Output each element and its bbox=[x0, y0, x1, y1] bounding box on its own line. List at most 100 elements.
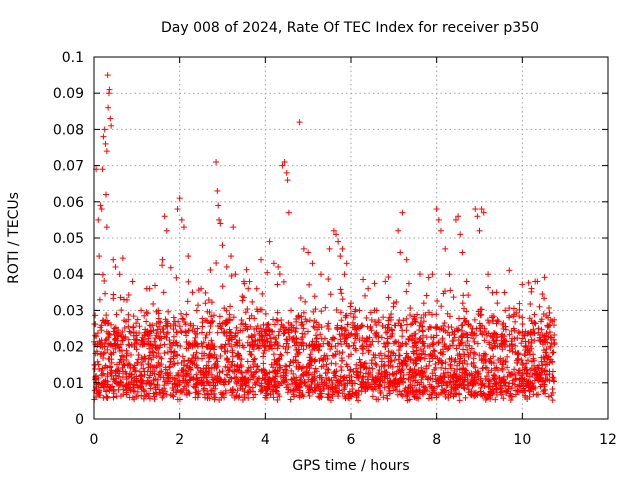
data-point bbox=[300, 346, 307, 353]
y-axis-label: ROTI / TECUs bbox=[6, 192, 22, 284]
data-point bbox=[170, 314, 177, 321]
data-point bbox=[460, 378, 467, 385]
data-point bbox=[450, 393, 457, 400]
data-point bbox=[108, 370, 115, 377]
data-point bbox=[428, 391, 435, 398]
data-point bbox=[215, 322, 222, 329]
data-point bbox=[426, 391, 433, 398]
data-point bbox=[543, 346, 550, 353]
data-point bbox=[485, 369, 492, 376]
data-point bbox=[366, 364, 373, 371]
data-point bbox=[548, 392, 555, 399]
data-point bbox=[362, 386, 369, 393]
data-point bbox=[231, 374, 238, 381]
data-point bbox=[547, 356, 554, 363]
data-point bbox=[381, 379, 388, 386]
data-point bbox=[416, 351, 423, 358]
data-point bbox=[277, 351, 284, 358]
data-point bbox=[133, 320, 140, 327]
data-point bbox=[435, 339, 442, 346]
data-point bbox=[346, 388, 353, 395]
data-point bbox=[447, 361, 454, 368]
data-point bbox=[229, 368, 236, 375]
data-point bbox=[490, 388, 497, 395]
data-point bbox=[438, 379, 445, 386]
data-point bbox=[413, 344, 420, 351]
data-point bbox=[170, 393, 177, 400]
data-point bbox=[382, 343, 389, 350]
data-point bbox=[245, 364, 252, 371]
data-point bbox=[475, 370, 482, 377]
data-point bbox=[399, 333, 406, 340]
data-point bbox=[375, 333, 382, 340]
data-point bbox=[375, 370, 382, 377]
data-point bbox=[322, 370, 329, 377]
data-point bbox=[96, 366, 103, 373]
y-tick-label: 0.03 bbox=[53, 303, 84, 319]
data-point bbox=[297, 377, 304, 384]
data-point bbox=[435, 340, 442, 347]
data-point bbox=[338, 367, 345, 374]
data-point bbox=[180, 385, 187, 392]
data-point bbox=[457, 355, 464, 362]
data-point bbox=[217, 323, 224, 330]
data-point bbox=[403, 362, 410, 369]
data-point bbox=[418, 374, 425, 381]
data-point bbox=[341, 386, 348, 393]
data-point bbox=[356, 356, 363, 363]
data-point bbox=[478, 356, 485, 363]
data-point bbox=[111, 325, 118, 332]
data-point bbox=[489, 318, 496, 325]
data-point bbox=[444, 346, 451, 353]
data-point bbox=[323, 352, 330, 359]
data-point bbox=[193, 307, 200, 314]
data-point bbox=[403, 350, 410, 357]
data-point bbox=[483, 395, 490, 402]
data-point bbox=[472, 350, 479, 357]
data-point bbox=[505, 383, 512, 390]
data-point bbox=[229, 358, 236, 365]
data-point bbox=[265, 321, 272, 328]
data-point bbox=[288, 367, 295, 374]
data-point bbox=[348, 351, 355, 358]
data-point bbox=[479, 381, 486, 388]
data-point bbox=[233, 380, 240, 387]
data-point bbox=[425, 395, 432, 402]
data-point bbox=[488, 344, 495, 351]
data-point bbox=[460, 346, 467, 353]
data-point bbox=[343, 327, 350, 334]
data-point bbox=[447, 378, 454, 385]
data-point bbox=[103, 388, 110, 395]
data-point bbox=[143, 318, 150, 325]
data-point bbox=[136, 368, 143, 375]
data-point bbox=[324, 355, 331, 362]
data-point bbox=[97, 351, 104, 358]
data-point bbox=[378, 355, 385, 362]
data-point bbox=[203, 362, 210, 369]
data-point bbox=[301, 378, 308, 385]
data-point bbox=[133, 346, 140, 353]
data-point bbox=[507, 397, 514, 404]
data-point bbox=[416, 336, 423, 343]
data-point bbox=[168, 349, 175, 356]
data-point bbox=[338, 357, 345, 364]
data-point bbox=[494, 317, 501, 324]
data-point bbox=[434, 383, 441, 390]
data-point bbox=[493, 386, 500, 393]
x-tick-label: 12 bbox=[599, 432, 617, 448]
data-point bbox=[468, 345, 475, 352]
data-point bbox=[535, 365, 542, 372]
data-point bbox=[321, 385, 328, 392]
data-point bbox=[397, 375, 404, 382]
data-point bbox=[414, 355, 421, 362]
data-point bbox=[538, 316, 545, 323]
data-point bbox=[414, 379, 421, 386]
data-point bbox=[502, 389, 509, 396]
data-point bbox=[287, 396, 294, 403]
data-point bbox=[248, 372, 255, 379]
data-point bbox=[126, 328, 133, 335]
data-point bbox=[170, 361, 177, 368]
data-point bbox=[325, 390, 332, 397]
